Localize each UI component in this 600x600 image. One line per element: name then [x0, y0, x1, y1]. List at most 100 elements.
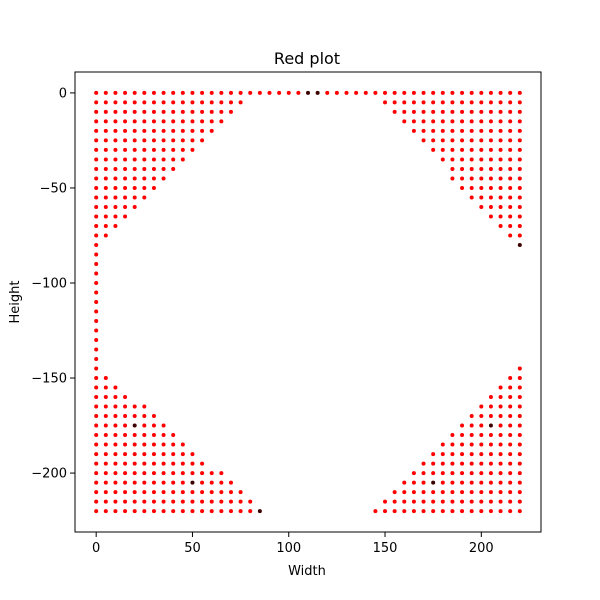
data-point — [132, 90, 137, 95]
data-point — [450, 433, 455, 438]
data-point — [113, 90, 118, 95]
data-point — [219, 100, 224, 105]
data-point — [383, 100, 388, 105]
data-point — [180, 109, 185, 114]
data-point — [508, 423, 513, 428]
data-point — [488, 509, 493, 514]
data-point — [508, 223, 513, 228]
data-point — [94, 404, 99, 409]
data-point — [450, 166, 455, 171]
data-point — [421, 471, 426, 476]
data-point — [517, 433, 522, 438]
data-point — [94, 223, 99, 228]
data-point — [113, 423, 118, 428]
data-point — [161, 442, 166, 447]
data-point — [161, 423, 166, 428]
data-point — [421, 119, 426, 124]
data-point — [113, 442, 118, 447]
data-point — [508, 509, 513, 514]
data-point — [132, 128, 137, 133]
data-point — [508, 195, 513, 200]
data-point — [421, 109, 426, 114]
data-point — [103, 147, 108, 152]
data-point — [508, 157, 513, 162]
data-point — [421, 138, 426, 143]
data-point — [517, 157, 522, 162]
data-point — [469, 109, 474, 114]
data-point — [171, 442, 176, 447]
data-point — [113, 138, 118, 143]
data-point — [469, 442, 474, 447]
data-point — [479, 452, 484, 457]
data-point — [209, 490, 214, 495]
y-tick-label: 0 — [59, 86, 67, 101]
data-point — [171, 461, 176, 466]
data-point — [123, 395, 128, 400]
y-axis-label: Height — [8, 281, 23, 324]
data-point — [517, 166, 522, 171]
data-point — [488, 423, 493, 428]
data-point — [161, 499, 166, 504]
data-point — [180, 490, 185, 495]
data-point — [460, 157, 465, 162]
data-point — [113, 471, 118, 476]
data-point — [151, 471, 156, 476]
data-point — [132, 157, 137, 162]
data-point — [94, 442, 99, 447]
data-point — [123, 433, 128, 438]
data-point — [479, 404, 484, 409]
data-point — [180, 157, 185, 162]
data-point — [161, 128, 166, 133]
data-point — [209, 90, 214, 95]
data-point — [142, 166, 147, 171]
data-point — [460, 480, 465, 485]
data-point — [257, 509, 262, 514]
data-point — [508, 185, 513, 190]
data-point — [103, 442, 108, 447]
data-point — [132, 404, 137, 409]
data-point — [460, 147, 465, 152]
data-point — [171, 471, 176, 476]
data-point — [94, 376, 99, 381]
data-point — [123, 147, 128, 152]
data-point — [103, 404, 108, 409]
data-point — [113, 499, 118, 504]
data-point — [517, 147, 522, 152]
data-point — [498, 509, 503, 514]
data-point — [219, 90, 224, 95]
data-point — [402, 490, 407, 495]
data-point — [190, 461, 195, 466]
data-point — [113, 433, 118, 438]
data-point — [440, 138, 445, 143]
data-point — [517, 490, 522, 495]
data-point — [103, 109, 108, 114]
data-point — [498, 404, 503, 409]
data-point — [488, 185, 493, 190]
data-point — [228, 490, 233, 495]
data-point — [508, 395, 513, 400]
data-point — [142, 490, 147, 495]
data-point — [123, 185, 128, 190]
data-point — [411, 128, 416, 133]
data-point — [479, 157, 484, 162]
data-point — [450, 509, 455, 514]
data-point — [94, 433, 99, 438]
data-point — [209, 109, 214, 114]
data-point — [383, 90, 388, 95]
data-point — [132, 423, 137, 428]
data-point — [431, 452, 436, 457]
data-point — [508, 471, 513, 476]
data-point — [488, 109, 493, 114]
data-point — [142, 404, 147, 409]
data-point — [517, 442, 522, 447]
data-point — [479, 499, 484, 504]
data-point — [411, 480, 416, 485]
data-point — [171, 90, 176, 95]
data-point — [171, 119, 176, 124]
data-point — [142, 138, 147, 143]
data-point — [142, 442, 147, 447]
data-point — [479, 423, 484, 428]
data-point — [94, 328, 99, 333]
data-point — [171, 128, 176, 133]
data-point — [421, 490, 426, 495]
